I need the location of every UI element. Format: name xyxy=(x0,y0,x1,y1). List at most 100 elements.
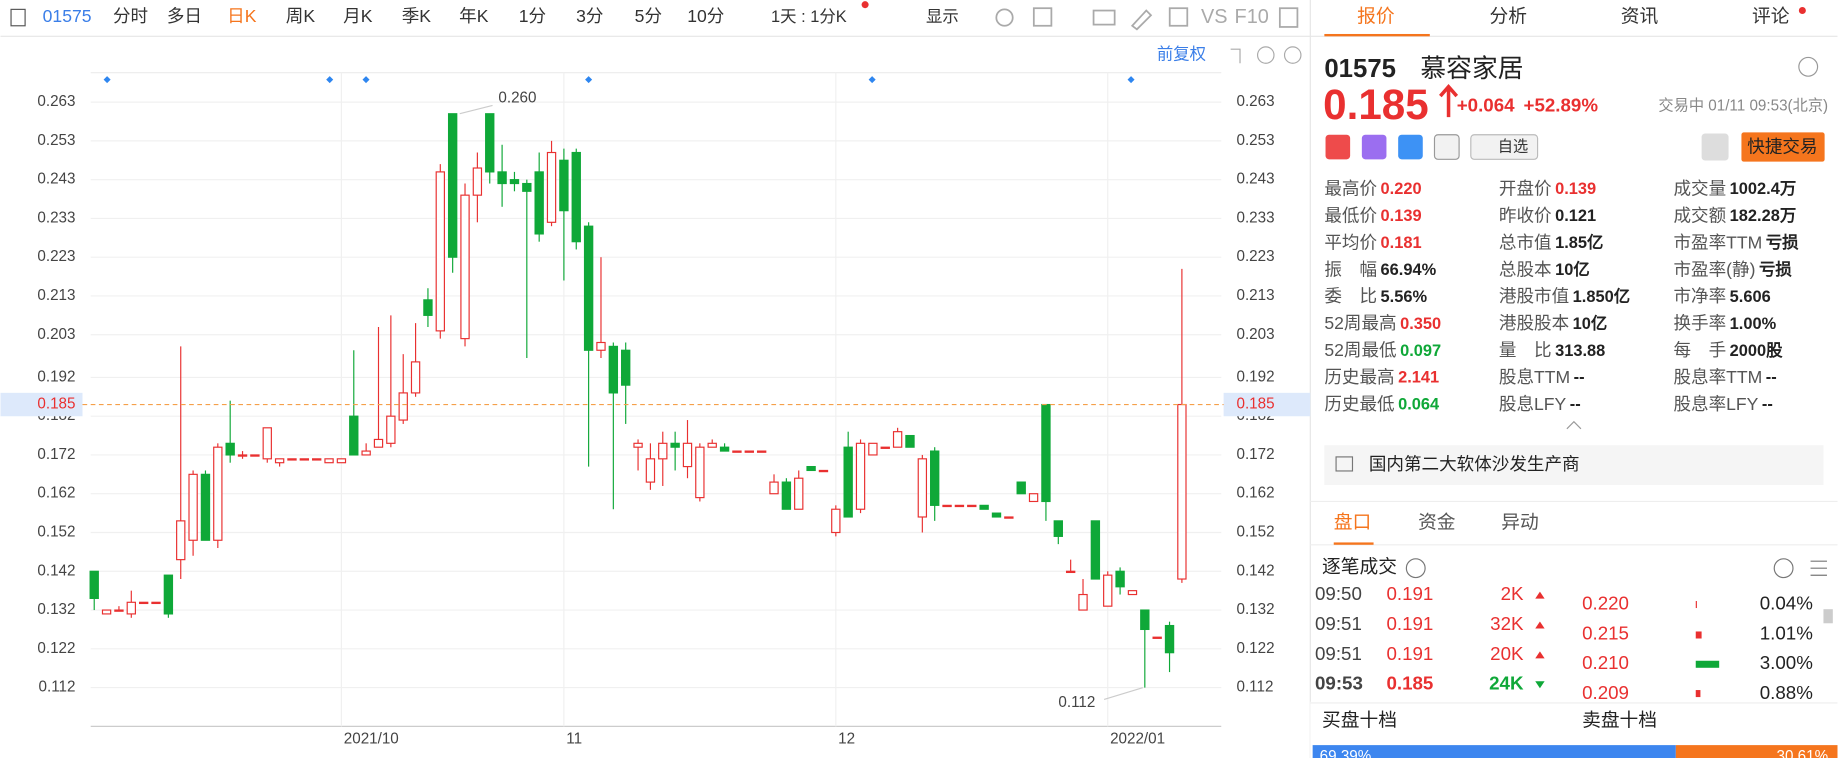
watch-button[interactable] xyxy=(1470,134,1539,160)
candle-body xyxy=(583,225,594,351)
period-tab[interactable]: 周K xyxy=(286,6,316,26)
quick-trade-label[interactable]: 快捷交易 xyxy=(1747,136,1817,156)
quote-tab[interactable]: 分析 xyxy=(1490,6,1527,27)
stat-value: 0.097 xyxy=(1400,342,1441,360)
reset-icon[interactable] xyxy=(1230,48,1241,64)
trade-arrow xyxy=(1535,621,1545,629)
candle-body xyxy=(1152,636,1162,639)
candle-body xyxy=(621,349,631,386)
dot xyxy=(861,1,869,9)
candle-body xyxy=(1053,520,1063,537)
x-tick-label: 2022/01 xyxy=(1110,730,1165,747)
y-tick-label-right: 0.233 xyxy=(1236,209,1274,226)
pen-icon[interactable] xyxy=(1130,9,1153,31)
quote-tab[interactable]: 评论 xyxy=(1752,6,1790,27)
depth-pct: 0.04% xyxy=(1760,592,1813,613)
list-icon[interactable] xyxy=(1810,560,1827,576)
zoom-in[interactable] xyxy=(1283,46,1302,64)
candle-body xyxy=(101,609,112,615)
y-tick-label: 0.152 xyxy=(37,524,75,541)
candle-body xyxy=(163,574,174,615)
up-arrow xyxy=(1439,84,1459,118)
candle-body xyxy=(89,570,99,599)
period-tab[interactable]: 季K xyxy=(402,6,432,26)
period-select[interactable]: 1天 : 1分K xyxy=(771,8,847,26)
vs-button[interactable]: VS xyxy=(1201,6,1228,28)
stock-code[interactable]: 01575 xyxy=(43,6,92,26)
candle-body xyxy=(188,473,198,541)
event-marker[interactable] xyxy=(326,76,334,84)
stat-label: 量 比 xyxy=(1499,340,1552,360)
display-button[interactable]: 显示 xyxy=(926,8,959,26)
hk-icon[interactable] xyxy=(1325,134,1351,160)
period-tab[interactable]: 年K xyxy=(459,6,489,26)
candle-body xyxy=(324,458,334,464)
last-price: 0.185 xyxy=(1323,81,1429,128)
stat-value: 0.220 xyxy=(1381,180,1422,198)
trade-time: 09:53 xyxy=(1315,673,1363,694)
fullscreen-icon[interactable] xyxy=(1168,7,1189,27)
panel-tab[interactable]: 异动 xyxy=(1501,512,1538,533)
camera-icon[interactable] xyxy=(1092,9,1116,26)
candle-body xyxy=(1103,574,1113,607)
period-tab[interactable]: 月K xyxy=(343,6,373,26)
flash-icon[interactable] xyxy=(1361,134,1387,160)
panel-tab[interactable]: 资金 xyxy=(1418,512,1456,533)
candle-body xyxy=(855,442,866,510)
event-marker[interactable] xyxy=(868,76,876,84)
ask-label: 卖盘十档 xyxy=(1582,710,1657,731)
more-icon[interactable] xyxy=(1773,558,1794,579)
collapse-caret[interactable] xyxy=(1566,420,1582,430)
candle-body xyxy=(1127,590,1138,596)
stat-label: 港股股本 xyxy=(1499,313,1569,333)
settings-icon[interactable] xyxy=(995,8,1014,27)
stat-label: 52周最低 xyxy=(1324,340,1396,360)
y-tick-label: 0.203 xyxy=(37,326,75,343)
adjust-button[interactable]: 前复权 xyxy=(1157,45,1206,63)
box-icon[interactable] xyxy=(1032,7,1053,27)
period-tab[interactable]: 多日 xyxy=(167,6,202,26)
candle-body xyxy=(546,151,557,223)
trade-time: 09:50 xyxy=(1315,583,1362,604)
annotation-line xyxy=(1103,687,1143,700)
f10-button[interactable]: F10 xyxy=(1235,6,1269,28)
period-tab[interactable]: 10分 xyxy=(687,6,724,26)
candle-body xyxy=(818,469,829,473)
candle-body xyxy=(349,415,359,456)
candle-body xyxy=(670,442,680,448)
stat-label: 开盘价 xyxy=(1499,178,1552,198)
alert-button[interactable] xyxy=(1701,133,1729,161)
period-tab[interactable]: 5分 xyxy=(635,6,662,26)
period-tab[interactable]: 1分 xyxy=(519,6,546,26)
info-icon[interactable] xyxy=(1405,558,1426,579)
panel-icon[interactable] xyxy=(1278,7,1299,28)
stat-value: 0.121 xyxy=(1555,207,1596,225)
event-marker[interactable] xyxy=(585,76,593,84)
description-box xyxy=(1324,445,1824,486)
period-tab[interactable]: 分时 xyxy=(113,6,148,26)
candle-body xyxy=(435,171,445,332)
toolbar-icons xyxy=(995,7,1299,31)
candle-body xyxy=(522,182,532,192)
sidebar-icon[interactable] xyxy=(10,8,26,27)
candle-body xyxy=(658,442,668,460)
zoom-out[interactable] xyxy=(1256,46,1275,64)
stat-label: 换手率 xyxy=(1673,313,1726,333)
period-tab[interactable]: 日K xyxy=(227,6,257,26)
event-marker[interactable] xyxy=(362,76,370,84)
quote-settings[interactable] xyxy=(1798,56,1819,77)
stat-value: 1.85亿 xyxy=(1555,233,1603,252)
quote-tab[interactable]: 报价 xyxy=(1357,6,1395,27)
stat-value: -- xyxy=(1766,369,1777,387)
panel-tab[interactable]: 盘口 xyxy=(1334,512,1371,533)
candle-body xyxy=(707,442,717,448)
watch-label[interactable]: 自选 xyxy=(1498,139,1528,156)
tag-icon[interactable] xyxy=(1398,134,1423,160)
period-tab[interactable]: 3分 xyxy=(576,6,603,26)
quote-tab[interactable]: 资讯 xyxy=(1621,6,1659,27)
y-tick-label: 0.122 xyxy=(37,640,75,657)
quick-trade-button[interactable] xyxy=(1741,132,1825,162)
note-icon[interactable] xyxy=(1433,134,1460,160)
scrollbar[interactable] xyxy=(1823,609,1833,624)
